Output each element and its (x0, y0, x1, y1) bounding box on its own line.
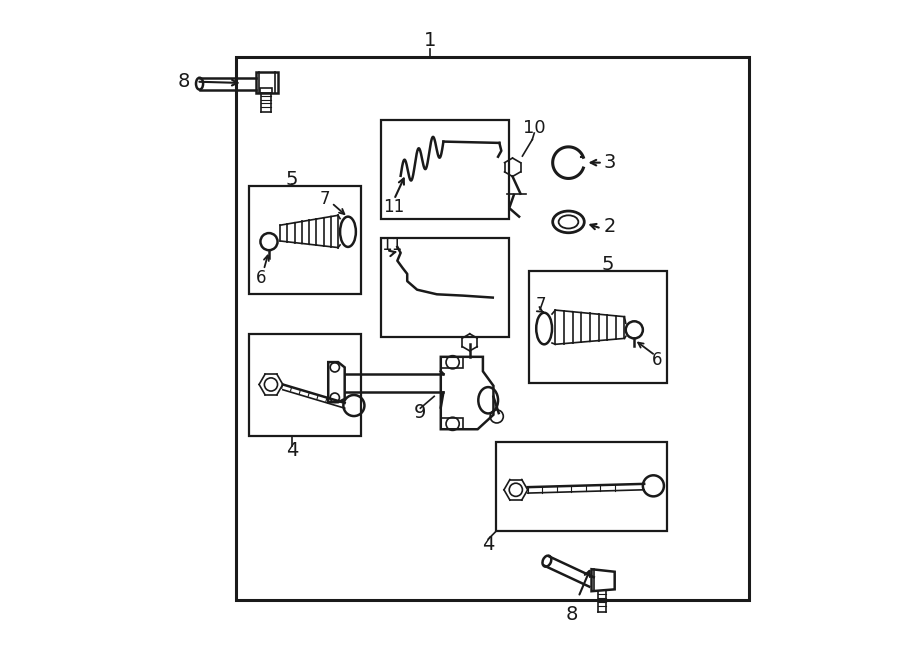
Text: 6: 6 (652, 351, 662, 369)
Text: 7: 7 (536, 297, 546, 315)
Text: 8: 8 (565, 605, 578, 625)
Text: 1: 1 (424, 31, 436, 50)
Text: 3: 3 (604, 153, 617, 172)
Text: 4: 4 (286, 441, 298, 460)
Text: 8: 8 (177, 72, 190, 91)
Text: 5: 5 (602, 255, 614, 274)
Text: 11: 11 (383, 198, 405, 216)
Text: 5: 5 (286, 170, 298, 188)
Text: 7: 7 (320, 190, 330, 208)
Text: 2: 2 (604, 217, 617, 236)
Text: 9: 9 (414, 403, 427, 422)
Text: 4: 4 (482, 535, 494, 554)
Text: 11: 11 (382, 236, 402, 254)
Text: 10: 10 (523, 119, 545, 137)
Text: 6: 6 (256, 269, 266, 287)
